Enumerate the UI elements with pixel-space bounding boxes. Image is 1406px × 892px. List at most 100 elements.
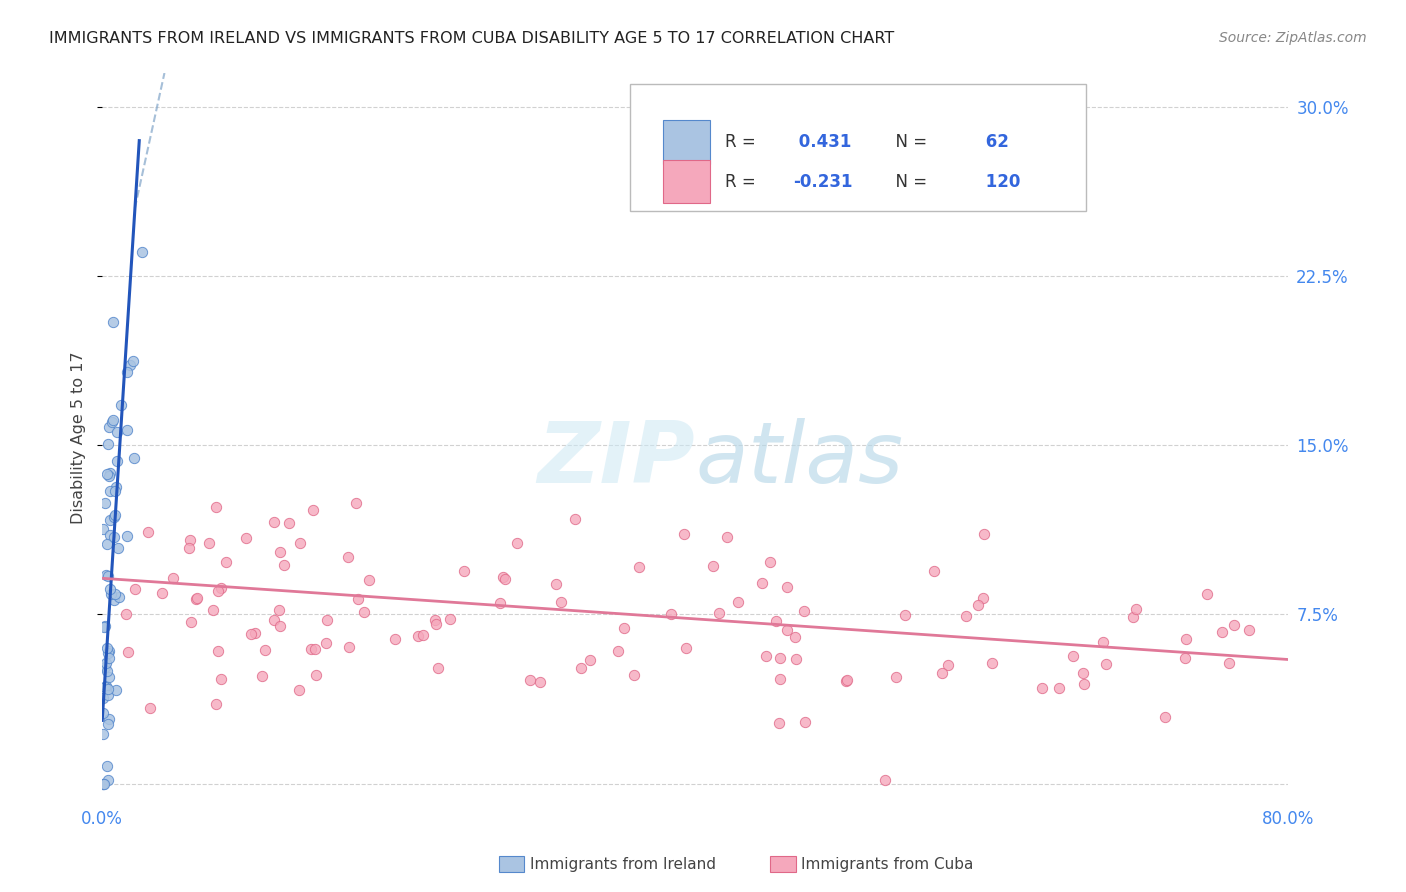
Point [103,315,125,329]
Point [198,536,221,550]
Point [96,758,118,772]
Point [759,555,782,569]
Point [613,621,636,635]
Point [702,559,724,574]
Point [179,533,201,548]
Point [973,527,995,541]
Point [769,651,792,665]
Point [1125,602,1147,616]
Point [776,580,799,594]
Point [93,620,115,634]
Point [96,537,118,551]
Point [253,643,276,657]
Point [105,425,128,439]
Point [103,593,125,607]
Point [346,591,368,606]
Point [98,582,121,596]
Point [100,587,122,601]
Point [96,640,118,655]
Point [305,668,328,682]
Point [263,613,285,627]
Point [316,613,339,627]
Point [115,365,138,379]
Point [91,776,114,790]
Text: Source: ZipAtlas.com: Source: ZipAtlas.com [1219,31,1367,45]
Point [104,508,127,522]
Point [100,512,122,526]
Point [205,500,228,515]
Point [1153,710,1175,724]
Text: R =: R = [724,133,761,151]
Point [357,574,380,588]
Point [427,661,450,675]
Point [1218,656,1240,670]
Point [240,627,263,641]
Text: R =: R = [724,172,761,191]
Point [1062,649,1084,664]
Point [980,656,1002,670]
Point [273,558,295,572]
Point [785,651,807,665]
Point [344,496,367,510]
Point [110,398,132,412]
Y-axis label: Disability Age 5 to 17: Disability Age 5 to 17 [72,351,86,524]
Point [97,773,120,788]
Point [793,715,815,730]
Point [315,636,337,650]
Point [299,642,322,657]
Point [117,645,139,659]
Point [1174,651,1197,665]
Point [955,609,977,624]
Point [96,467,118,481]
Point [250,669,273,683]
Point [207,584,229,599]
Text: -0.231: -0.231 [793,172,853,191]
FancyBboxPatch shape [664,160,710,203]
Point [453,564,475,578]
Point [201,603,224,617]
Point [96,664,118,678]
Point [108,590,131,604]
Point [423,613,446,627]
Point [564,512,586,526]
Text: Immigrants from Ireland: Immigrants from Ireland [530,857,716,871]
Point [105,682,128,697]
Text: 0.431: 0.431 [793,133,852,151]
Point [506,535,529,549]
Point [97,469,120,483]
Point [235,532,257,546]
Point [793,604,815,618]
Point [672,527,695,541]
Point [94,679,117,693]
Point [97,650,120,665]
Point [1197,587,1219,601]
Point [115,423,138,437]
Text: N =: N = [884,133,932,151]
Text: N =: N = [884,172,932,191]
Point [931,665,953,680]
Text: 120: 120 [980,172,1019,191]
Text: 62: 62 [980,133,1008,151]
Point [353,605,375,619]
Point [491,570,513,584]
Point [751,575,773,590]
Point [1174,632,1197,646]
Point [94,619,117,633]
Text: atlas: atlas [695,417,903,500]
Point [91,727,114,741]
Point [107,541,129,555]
Point [101,412,124,426]
FancyBboxPatch shape [664,120,710,164]
Point [1047,681,1070,695]
Point [115,529,138,543]
Point [783,630,806,644]
Point [727,595,749,609]
Point [835,673,858,688]
Point [91,706,114,720]
Point [339,640,361,654]
Point [269,545,291,559]
Point [103,510,125,524]
Point [494,572,516,586]
Point [180,615,202,629]
Point [97,682,120,697]
